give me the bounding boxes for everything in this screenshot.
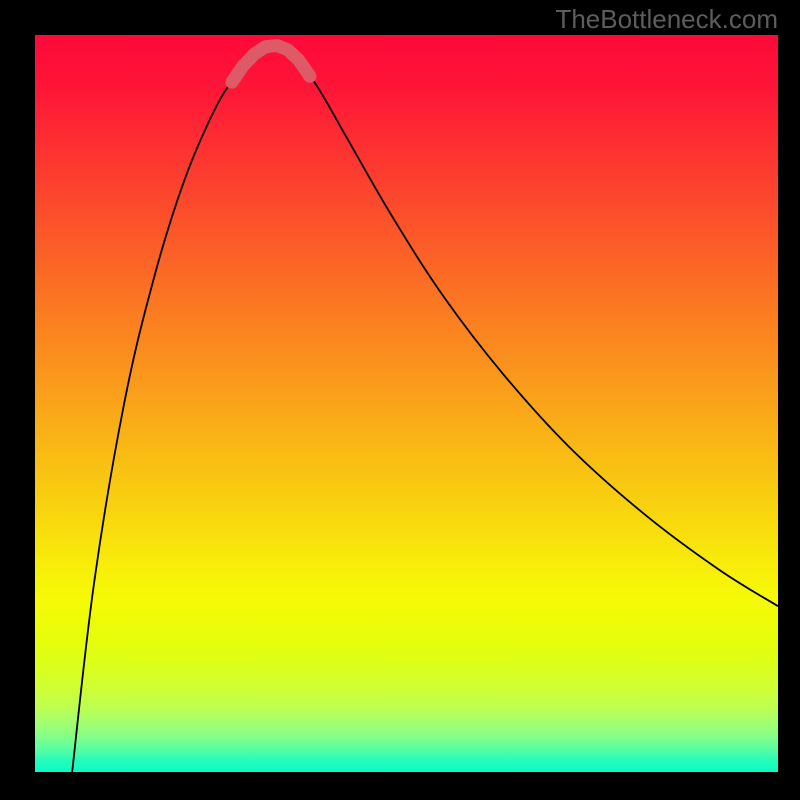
gradient-background: [35, 35, 778, 772]
chart-svg: [35, 35, 778, 772]
plot-area: [35, 35, 778, 772]
watermark-text: TheBottleneck.com: [555, 4, 778, 35]
